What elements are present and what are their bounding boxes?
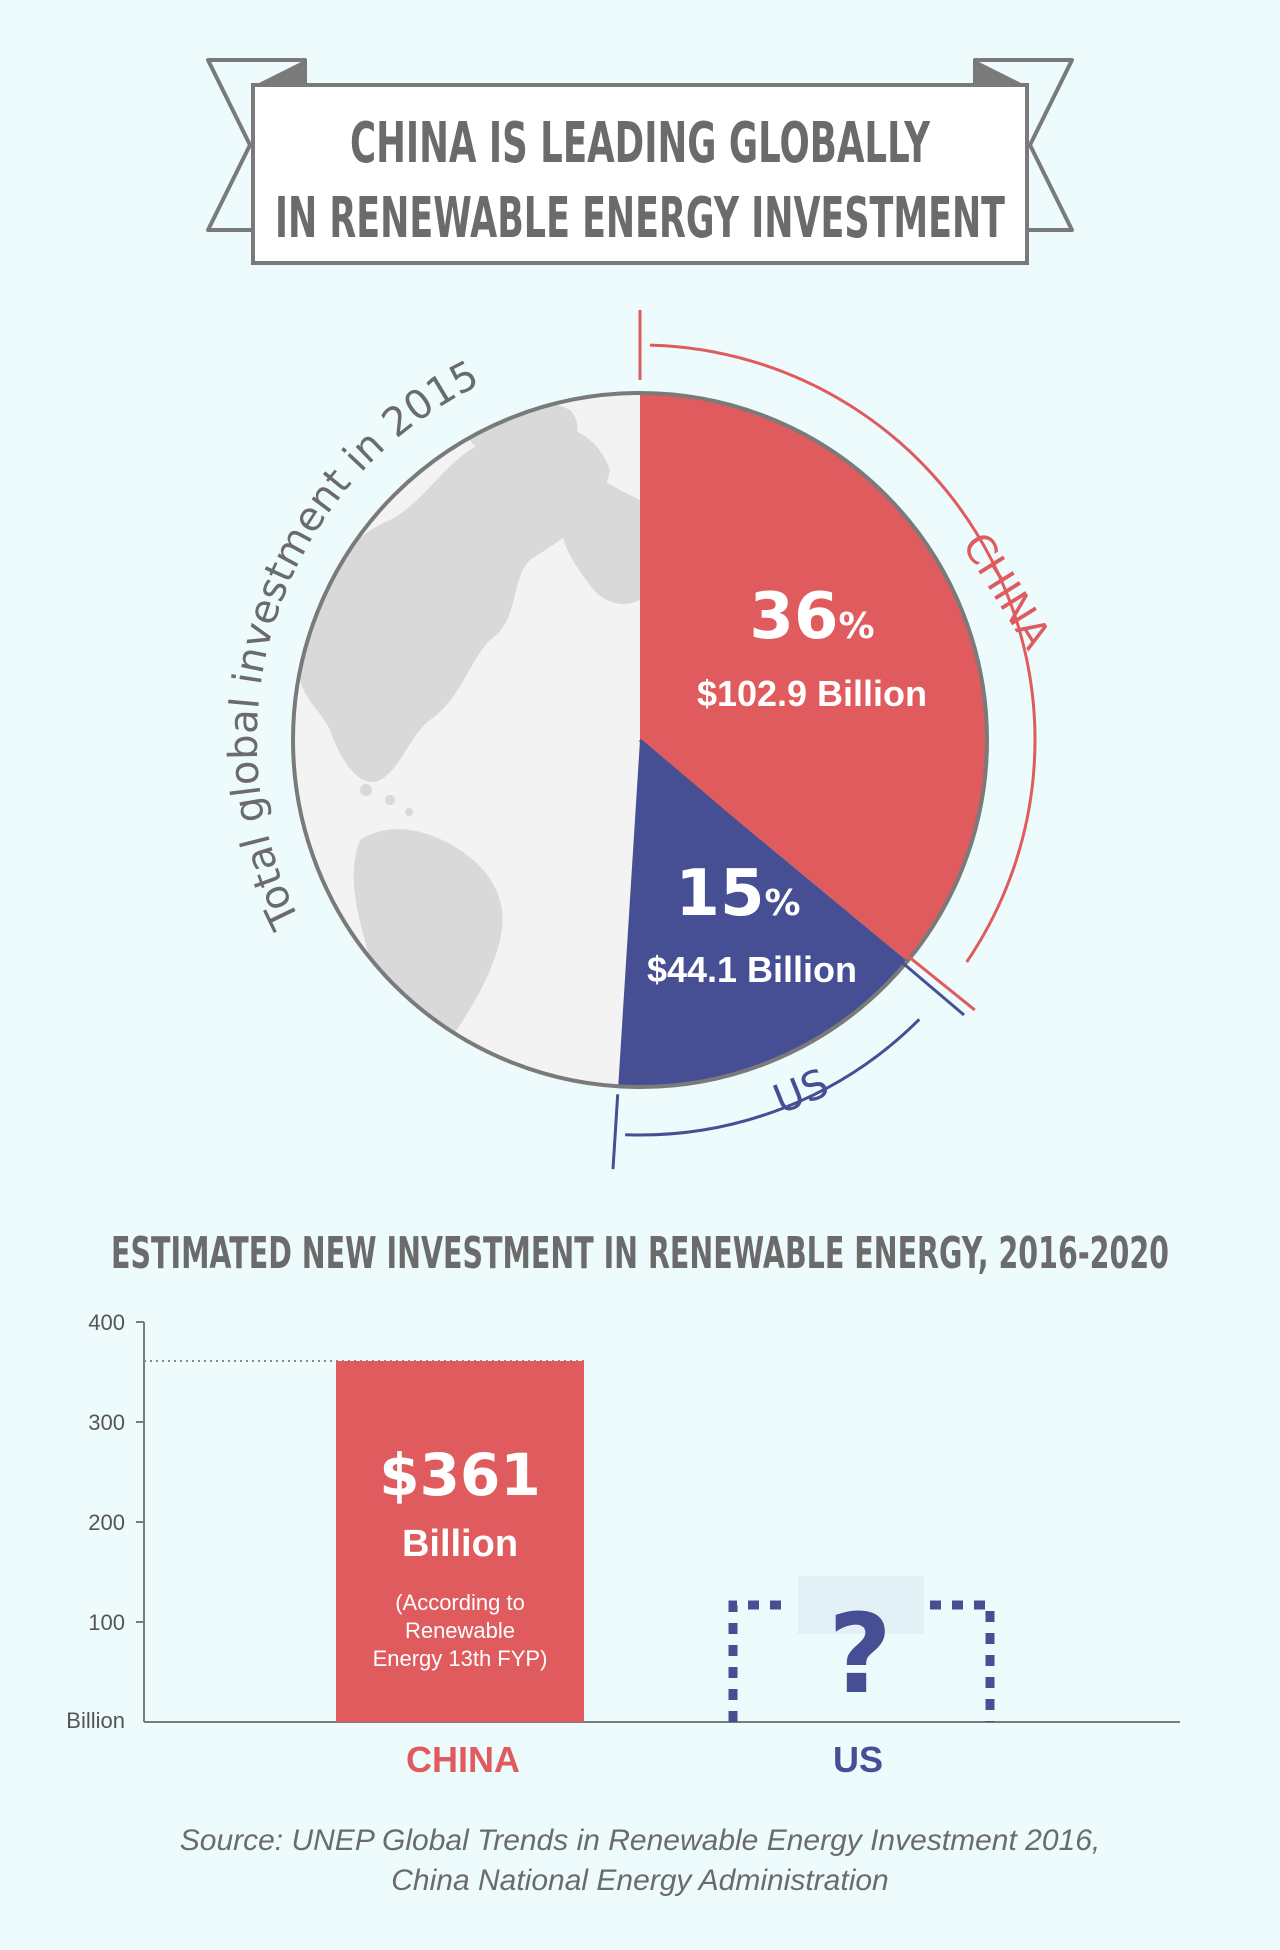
bar-chart: ESTIMATED NEW INVESTMENT IN RENEWABLE EN… [66, 1228, 1180, 1780]
china-bar-note-line-1: (According to [395, 1590, 525, 1615]
europe-shape [559, 481, 640, 605]
y-axis-ticks: 100 200 300 400 [88, 1310, 144, 1635]
us-percent-label: 15% [675, 857, 800, 931]
source-line-1: Source: UNEP Global Trends in Renewable … [180, 1824, 1100, 1857]
china-bracket-end-line [639, 738, 976, 1012]
pie-slice-us [618, 740, 908, 1087]
china-bar-note-line-3: Energy 13th FYP) [373, 1646, 548, 1671]
china-bar-value-label: $361 [379, 1441, 540, 1509]
title-line-1: CHINA IS LEADING GLOBALLY [350, 111, 931, 176]
us-percent-sign: % [764, 883, 800, 924]
us-bracket-arc [625, 1018, 921, 1137]
banner-fold-right [975, 60, 1025, 85]
y-axis-unit-label: Billion [66, 1708, 125, 1733]
banner-plate [251, 83, 1029, 265]
bar-chart-title: ESTIMATED NEW INVESTMENT IN RENEWABLE EN… [111, 1228, 1169, 1279]
x-category-label-us: US [833, 1739, 883, 1780]
china-percent-sign: % [838, 606, 874, 647]
y-tick-label-400: 400 [88, 1310, 125, 1335]
banner-fold-left [255, 60, 305, 85]
title-banner: CHINA IS LEADING GLOBALLY IN RENEWABLE E… [206, 58, 1074, 265]
north-america-shape [300, 427, 610, 782]
china-percent-value: 36 [749, 580, 838, 654]
caribbean-dots [360, 784, 413, 816]
china-percent-label: 36% [749, 580, 874, 654]
source-line-2: China National Energy Administration [391, 1864, 888, 1897]
y-tick-label-200: 200 [88, 1510, 125, 1535]
title-line-2: IN RENEWABLE ENERGY INVESTMENT [275, 186, 1005, 251]
us-placeholder-outline [728, 1600, 995, 1722]
y-tick-label-100: 100 [88, 1610, 125, 1635]
us-percent-value: 15 [675, 857, 764, 931]
china-bar-note-line-2: Renewable [405, 1618, 515, 1643]
globe-outline [291, 391, 989, 1089]
china-amount-label: $102.9 Billion [697, 673, 927, 714]
china-bracket-arc [649, 343, 1037, 963]
us-placeholder-question-mark: ? [828, 1590, 892, 1718]
x-category-label-china: CHINA [406, 1739, 520, 1780]
bar-us-placeholder: ? [728, 1576, 995, 1722]
pie-chart: Total global investment in 2015 36% $102… [221, 310, 1060, 1170]
us-question-backdrop [798, 1576, 924, 1634]
us-bracket-start-line [639, 738, 966, 1017]
us-bracket-end-line [611, 1094, 620, 1170]
china-bar-unit-label: Billion [402, 1523, 518, 1565]
bar-china [336, 1361, 584, 1722]
us-amount-label: $44.1 Billion [647, 949, 857, 990]
pie-slice-china [640, 393, 987, 962]
y-tick-label-300: 300 [88, 1410, 125, 1435]
us-outer-label: US [767, 1060, 835, 1123]
